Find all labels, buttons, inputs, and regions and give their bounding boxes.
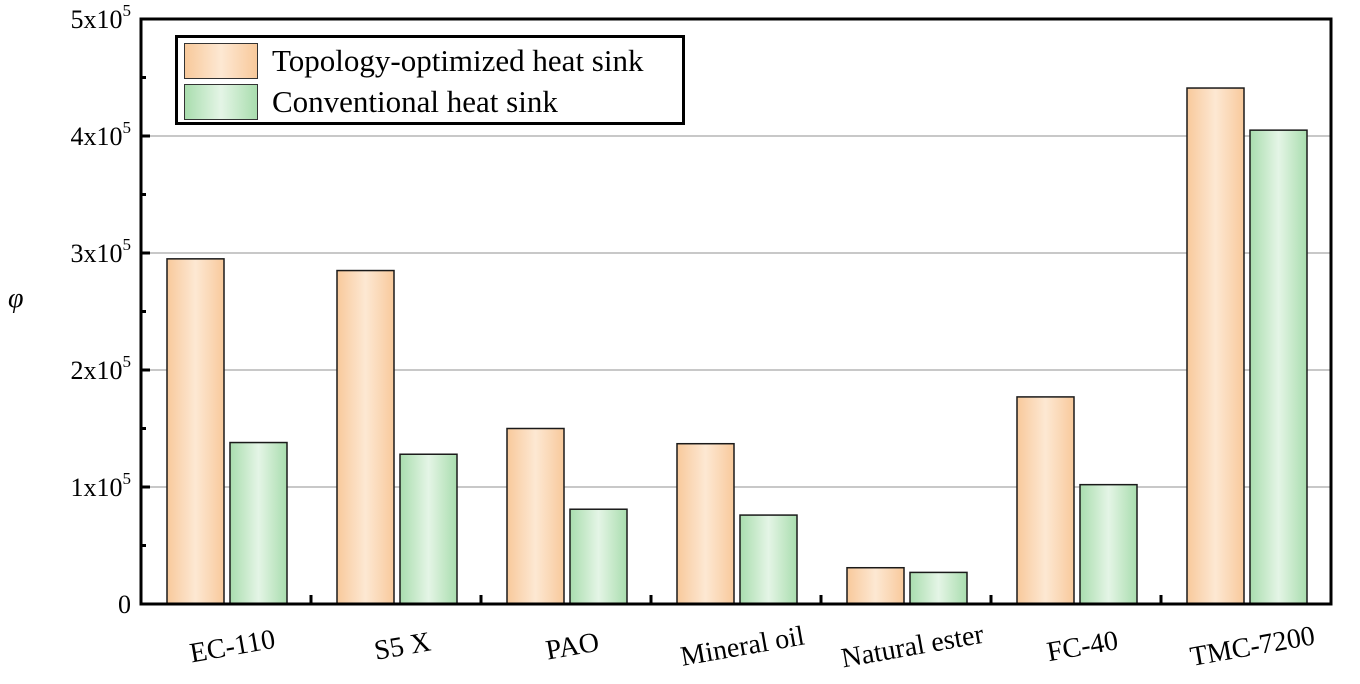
- x-category-label: Natural ester: [839, 619, 987, 675]
- x-category-label: PAO: [544, 627, 602, 667]
- x-category-label: FC-40: [1045, 625, 1121, 668]
- y-tick-label: 5x105: [71, 1, 132, 34]
- bar-conventional-5: [1079, 483, 1138, 605]
- y-tick-label: 1x105: [71, 469, 132, 502]
- bar-topology-4: [846, 566, 905, 605]
- bar-conventional-1: [399, 453, 458, 605]
- bar-conventional-6: [1249, 129, 1308, 605]
- bar-conventional-4: [909, 571, 968, 605]
- bar-topology-0: [166, 258, 225, 605]
- y-axis-label: φ: [8, 283, 24, 314]
- bar-conventional-0: [229, 441, 288, 605]
- x-category-label: S5 X: [372, 626, 433, 666]
- legend-label-topology: Topology-optimized heat sink: [272, 43, 644, 78]
- bars: [166, 87, 1308, 605]
- bar-conventional-3: [739, 514, 798, 605]
- bar-topology-2: [506, 427, 565, 605]
- bar-topology-3: [676, 442, 735, 605]
- y-tick-label: 0: [118, 590, 131, 619]
- grid-lines: [141, 135, 1331, 488]
- legend-item-topology: Topology-optimized heat sink: [184, 43, 679, 79]
- y-tick-label: 2x105: [71, 352, 132, 385]
- x-category-label: Mineral oil: [678, 620, 807, 672]
- legend-label-conventional: Conventional heat sink: [272, 84, 558, 119]
- legend-item-conventional: Conventional heat sink: [184, 84, 679, 120]
- x-category-label: TMC-7200: [1188, 620, 1317, 672]
- y-tick-label: 4x105: [71, 118, 132, 151]
- bar-topology-5: [1016, 396, 1075, 605]
- bar-topology-6: [1186, 87, 1245, 605]
- legend-swatch-conventional: [184, 84, 258, 120]
- legend: Topology-optimized heat sink Conventiona…: [175, 35, 685, 125]
- bar-conventional-2: [569, 508, 628, 605]
- bar-topology-1: [336, 269, 395, 605]
- y-tick-label: 3x105: [71, 235, 132, 268]
- x-category-label: EC-110: [187, 624, 277, 669]
- legend-swatch-topology: [184, 43, 258, 79]
